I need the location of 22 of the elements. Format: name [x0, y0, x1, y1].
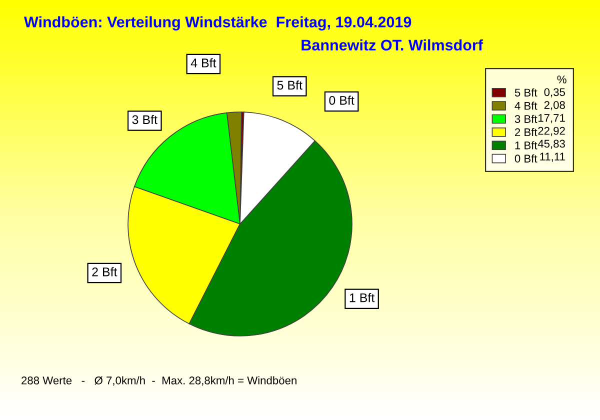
text: 288 Werte - Ø 7,0km/h - Max. 28,8km/h = Windböen: [22, 376, 296, 386]
slice-label: 2 Bft: [92, 267, 118, 276]
slice-label: 1 Bft: [350, 293, 375, 302]
slice-label: 0 Bft: [329, 96, 354, 105]
category-label: 5 Bft: [277, 80, 302, 90]
legend-label: 0 Bft: [514, 154, 538, 163]
chart-title: Windböen: Verteilung Windstärke Freitag, 19.04.2019: [24, 16, 412, 31]
category-label: 4 Bft: [190, 58, 216, 68]
legend-title: %: [557, 76, 566, 84]
chart-subtitle: Bannewitz OT. Wilmsdorf: [302, 39, 484, 51]
slice-label: 3 Bft: [132, 114, 158, 124]
legend-label: 1 Bft: [515, 141, 538, 150]
legend-label: 4 Bft: [514, 102, 538, 110]
data-label: 11,11: [540, 152, 565, 162]
data-label: 0,35: [544, 88, 565, 98]
data-label: 17,71: [538, 114, 565, 124]
data-label: 22,92: [538, 126, 565, 136]
legend-label: 3 Bft: [514, 114, 538, 123]
data-label: 45,83: [538, 140, 565, 149]
legend-label: 2 Bft: [515, 128, 538, 136]
data-label: 2,08: [544, 101, 565, 110]
legend-label: 5 Bft: [514, 88, 538, 97]
